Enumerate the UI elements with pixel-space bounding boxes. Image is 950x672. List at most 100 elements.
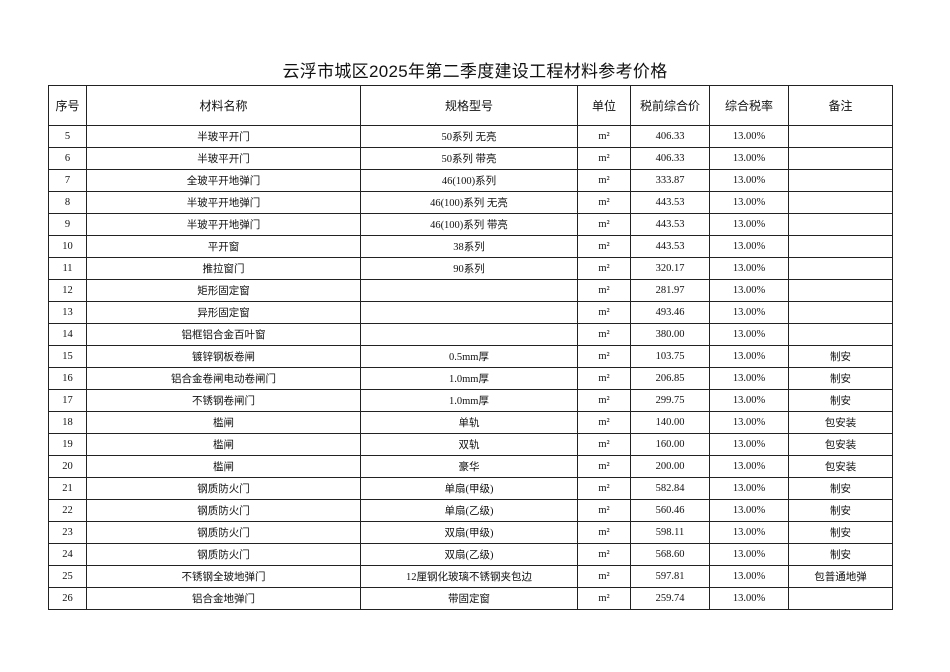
cell-unit: m² bbox=[577, 235, 631, 258]
cell-spec: 带固定窗 bbox=[360, 587, 578, 610]
cell-note: 制安 bbox=[788, 389, 893, 412]
table-row: 8 半玻平开地弹门 46(100)系列 无亮 m² 443.53 13.00% bbox=[48, 191, 893, 214]
table-row: 20 槛闸 豪华 m² 200.00 13.00% 包安装 bbox=[48, 455, 893, 478]
cell-spec: 12厘钢化玻璃不锈钢夹包边 bbox=[360, 565, 578, 588]
cell-tax: 13.00% bbox=[709, 191, 789, 214]
cell-no: 7 bbox=[48, 169, 87, 192]
table-row: 12 矩形固定窗 m² 281.97 13.00% bbox=[48, 279, 893, 302]
cell-tax: 13.00% bbox=[709, 147, 789, 170]
cell-price: 443.53 bbox=[630, 213, 710, 236]
cell-unit: m² bbox=[577, 367, 631, 390]
cell-tax: 13.00% bbox=[709, 301, 789, 324]
cell-note bbox=[788, 147, 893, 170]
cell-no: 19 bbox=[48, 433, 87, 456]
cell-price: 333.87 bbox=[630, 169, 710, 192]
table-row: 18 槛闸 单轨 m² 140.00 13.00% 包安装 bbox=[48, 411, 893, 434]
cell-name: 钢质防火门 bbox=[86, 543, 361, 566]
cell-note: 包普通地弹 bbox=[788, 565, 893, 588]
cell-tax: 13.00% bbox=[709, 587, 789, 610]
cell-note: 制安 bbox=[788, 477, 893, 500]
cell-name: 铝合金卷闸电动卷闸门 bbox=[86, 367, 361, 390]
table-row: 21 钢质防火门 单扇(甲级) m² 582.84 13.00% 制安 bbox=[48, 477, 893, 500]
cell-tax: 13.00% bbox=[709, 367, 789, 390]
cell-no: 12 bbox=[48, 279, 87, 302]
cell-name: 钢质防火门 bbox=[86, 499, 361, 522]
cell-no: 22 bbox=[48, 499, 87, 522]
cell-spec: 豪华 bbox=[360, 455, 578, 478]
cell-tax: 13.00% bbox=[709, 125, 789, 148]
cell-unit: m² bbox=[577, 301, 631, 324]
cell-unit: m² bbox=[577, 543, 631, 566]
cell-note: 包安装 bbox=[788, 455, 893, 478]
cell-spec bbox=[360, 279, 578, 302]
table-row: 10 平开窗 38系列 m² 443.53 13.00% bbox=[48, 235, 893, 258]
cell-name: 平开窗 bbox=[86, 235, 361, 258]
cell-price: 299.75 bbox=[630, 389, 710, 412]
cell-price: 406.33 bbox=[630, 125, 710, 148]
cell-note: 包安装 bbox=[788, 433, 893, 456]
cell-no: 23 bbox=[48, 521, 87, 544]
table-row: 19 槛闸 双轨 m² 160.00 13.00% 包安装 bbox=[48, 433, 893, 456]
cell-unit: m² bbox=[577, 499, 631, 522]
cell-note bbox=[788, 169, 893, 192]
cell-price: 560.46 bbox=[630, 499, 710, 522]
cell-unit: m² bbox=[577, 389, 631, 412]
header-note: 备注 bbox=[788, 85, 893, 126]
cell-note bbox=[788, 279, 893, 302]
cell-tax: 13.00% bbox=[709, 455, 789, 478]
cell-unit: m² bbox=[577, 125, 631, 148]
cell-no: 8 bbox=[48, 191, 87, 214]
cell-price: 493.46 bbox=[630, 301, 710, 324]
cell-note bbox=[788, 587, 893, 610]
cell-no: 24 bbox=[48, 543, 87, 566]
cell-no: 21 bbox=[48, 477, 87, 500]
cell-name: 不锈钢卷闸门 bbox=[86, 389, 361, 412]
cell-name: 槛闸 bbox=[86, 433, 361, 456]
cell-tax: 13.00% bbox=[709, 411, 789, 434]
cell-tax: 13.00% bbox=[709, 521, 789, 544]
cell-name: 不锈钢全玻地弹门 bbox=[86, 565, 361, 588]
cell-price: 597.81 bbox=[630, 565, 710, 588]
cell-no: 26 bbox=[48, 587, 87, 610]
table-row: 11 推拉窗门 90系列 m² 320.17 13.00% bbox=[48, 257, 893, 280]
cell-unit: m² bbox=[577, 345, 631, 368]
cell-note: 制安 bbox=[788, 367, 893, 390]
table-row: 17 不锈钢卷闸门 1.0mm厚 m² 299.75 13.00% 制安 bbox=[48, 389, 893, 412]
cell-spec: 双轨 bbox=[360, 433, 578, 456]
cell-unit: m² bbox=[577, 191, 631, 214]
cell-name: 半玻平开地弹门 bbox=[86, 213, 361, 236]
cell-spec: 46(100)系列 带亮 bbox=[360, 213, 578, 236]
cell-tax: 13.00% bbox=[709, 323, 789, 346]
cell-tax: 13.00% bbox=[709, 279, 789, 302]
cell-spec: 单轨 bbox=[360, 411, 578, 434]
cell-name: 异形固定窗 bbox=[86, 301, 361, 324]
cell-name: 半玻平开门 bbox=[86, 125, 361, 148]
cell-unit: m² bbox=[577, 521, 631, 544]
table-row: 7 全玻平开地弹门 46(100)系列 m² 333.87 13.00% bbox=[48, 169, 893, 192]
cell-name: 推拉窗门 bbox=[86, 257, 361, 280]
cell-no: 18 bbox=[48, 411, 87, 434]
cell-spec: 0.5mm厚 bbox=[360, 345, 578, 368]
cell-spec bbox=[360, 301, 578, 324]
cell-price: 160.00 bbox=[630, 433, 710, 456]
cell-name: 铝合金地弹门 bbox=[86, 587, 361, 610]
cell-unit: m² bbox=[577, 147, 631, 170]
cell-spec: 50系列 无亮 bbox=[360, 125, 578, 148]
page-title: 云浮市城区2025年第二季度建设工程材料参考价格 bbox=[282, 62, 668, 81]
cell-spec: 46(100)系列 无亮 bbox=[360, 191, 578, 214]
cell-name: 全玻平开地弹门 bbox=[86, 169, 361, 192]
cell-unit: m² bbox=[577, 565, 631, 588]
cell-no: 6 bbox=[48, 147, 87, 170]
table-row: 13 异形固定窗 m² 493.46 13.00% bbox=[48, 301, 893, 324]
cell-no: 25 bbox=[48, 565, 87, 588]
cell-name: 钢质防火门 bbox=[86, 477, 361, 500]
cell-price: 281.97 bbox=[630, 279, 710, 302]
cell-unit: m² bbox=[577, 279, 631, 302]
cell-unit: m² bbox=[577, 323, 631, 346]
cell-note bbox=[788, 257, 893, 280]
cell-spec: 单扇(甲级) bbox=[360, 477, 578, 500]
cell-price: 598.11 bbox=[630, 521, 710, 544]
cell-tax: 13.00% bbox=[709, 257, 789, 280]
cell-note: 制安 bbox=[788, 543, 893, 566]
cell-price: 582.84 bbox=[630, 477, 710, 500]
